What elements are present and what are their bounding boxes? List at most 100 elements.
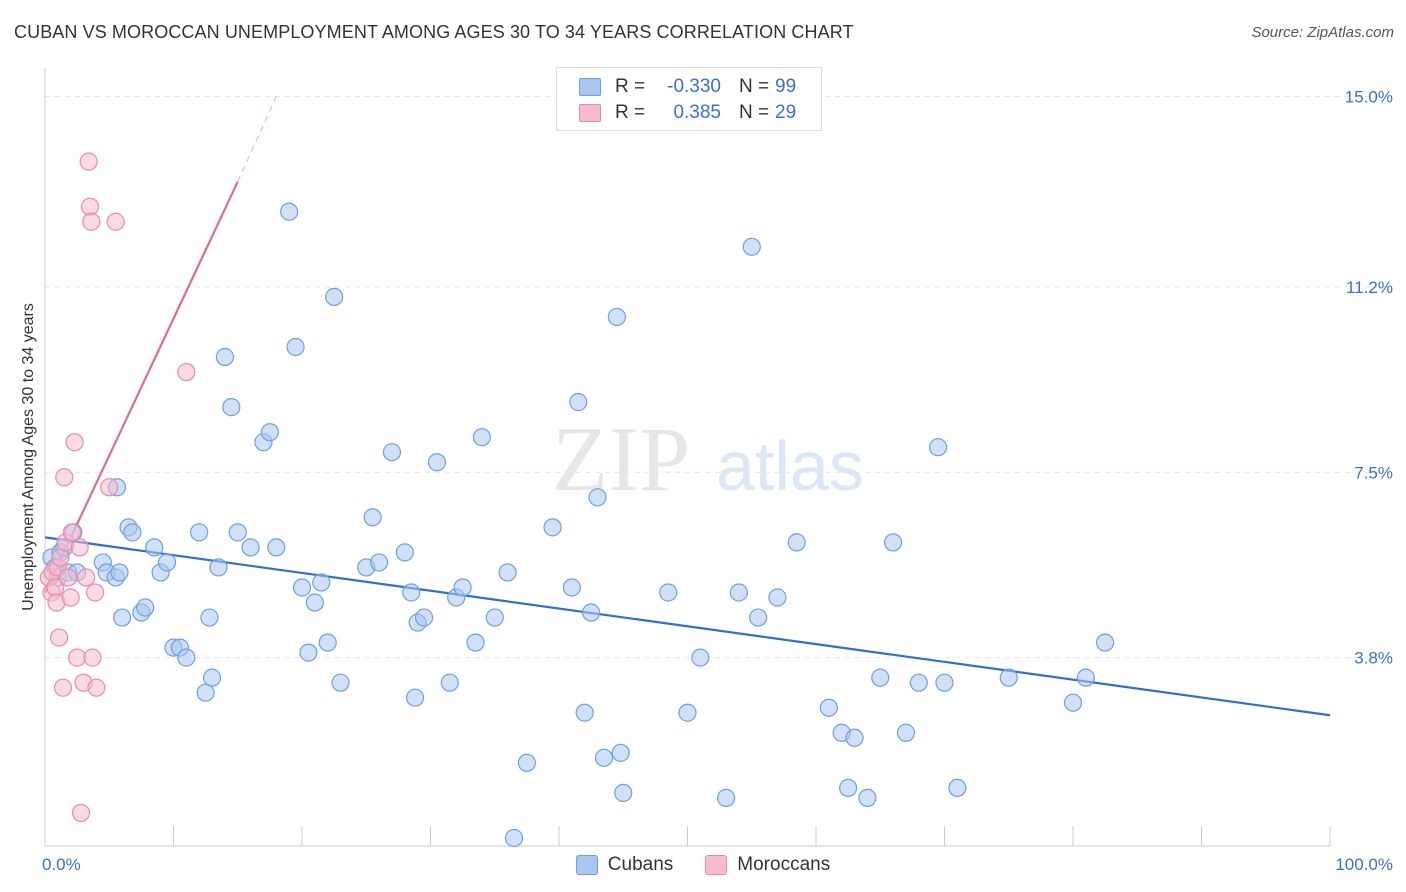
legend-label: Cubans [607, 854, 674, 875]
data-point [928, 438, 948, 457]
data-point [136, 598, 155, 617]
source-credit: Source: ZipAtlas.com [1251, 24, 1394, 41]
data-point [858, 788, 877, 808]
data-point [363, 508, 382, 527]
data-point [382, 443, 402, 462]
y-tick-label: 11.2% [1346, 278, 1393, 297]
trend-lines [44, 96, 1331, 717]
data-point [53, 678, 73, 697]
data-point [999, 668, 1018, 687]
data-point [260, 423, 279, 442]
data-point [716, 788, 736, 808]
n-label: N = [739, 76, 770, 97]
axis-labels: 3.8% 7.5% 11.2% 15.0% 0.0% 100.0% Unemployment… [20, 88, 1393, 875]
data-point [871, 668, 890, 687]
data-point [440, 673, 459, 692]
legend-item-cubans[interactable]: Cubans [575, 854, 674, 876]
data-point [498, 563, 517, 582]
data-point [286, 337, 305, 357]
data-point [659, 583, 678, 602]
n-value: 29 [775, 102, 797, 123]
trend-line-moroccans [44, 181, 239, 593]
data-point [51, 548, 70, 567]
data-point [177, 362, 196, 382]
data-point [883, 533, 903, 552]
moroccans-swatch [579, 104, 601, 122]
data-point [196, 683, 215, 702]
data-point [562, 578, 581, 597]
y-tick-label: 3.8% [1354, 649, 1393, 668]
data-point [569, 393, 588, 412]
data-point [200, 608, 219, 627]
data-points [39, 152, 1115, 848]
data-point [86, 583, 105, 602]
data-point [729, 583, 749, 602]
gridlines [45, 96, 1395, 659]
legend-row-cubans: R = -0.330 N = 99 [579, 74, 796, 100]
data-point [80, 197, 100, 216]
y-tick-label: 15.0% [1345, 88, 1393, 107]
data-point [588, 488, 607, 507]
data-point [100, 478, 119, 497]
legend-label: Moroccans [737, 854, 831, 875]
data-point [1063, 693, 1083, 712]
series-legend: Cubans Moroccans [0, 852, 1406, 878]
data-point [305, 593, 324, 612]
data-point [485, 608, 504, 627]
data-point [594, 748, 614, 767]
data-point [77, 568, 96, 587]
data-point [749, 608, 768, 627]
r-value: 0.385 [673, 102, 721, 123]
data-point [402, 583, 421, 602]
data-point [819, 698, 838, 717]
data-point [678, 703, 697, 722]
legend-item-moroccans[interactable]: Moroccans [705, 854, 830, 876]
watermark-zip: ZIP [552, 408, 690, 510]
data-point [318, 633, 337, 652]
r-value: -0.330 [667, 76, 721, 97]
data-point [267, 538, 286, 557]
r-label: R = [615, 76, 646, 97]
data-point [331, 673, 350, 692]
data-point [202, 668, 222, 687]
data-point [768, 588, 787, 607]
data-point [110, 563, 129, 582]
data-point [896, 723, 916, 742]
data-point [845, 728, 864, 747]
data-point [157, 553, 177, 572]
data-point [504, 828, 524, 848]
data-point [405, 688, 425, 707]
data-point [215, 347, 234, 367]
data-point [292, 578, 312, 597]
data-point [370, 553, 389, 572]
watermark-atlas: atlas [716, 427, 864, 505]
data-point [453, 578, 472, 597]
n-label: N = [739, 102, 770, 123]
data-point [61, 588, 80, 607]
y-tick-label: 7.5% [1354, 463, 1393, 482]
data-point [1096, 633, 1115, 652]
data-point [325, 287, 344, 306]
data-point [112, 608, 132, 627]
y-axis-label: Unemployment Among Ages 30 to 34 years [20, 303, 37, 611]
data-point [839, 778, 858, 797]
data-point [543, 518, 562, 537]
data-point [70, 538, 89, 557]
data-point [582, 603, 601, 622]
data-point [614, 783, 633, 802]
data-point [427, 453, 447, 472]
data-point [209, 558, 228, 577]
series-moroccans-points [39, 152, 196, 823]
data-point [228, 523, 247, 542]
data-point [50, 628, 69, 647]
data-point [312, 573, 331, 592]
data-point [177, 648, 196, 667]
data-point [222, 398, 241, 417]
data-point [145, 538, 164, 557]
trend-line-cubans [44, 536, 1331, 717]
data-point [190, 523, 209, 542]
data-point [414, 608, 434, 627]
data-point [241, 538, 260, 557]
x-tick-label-max: 100.0% [1335, 855, 1393, 874]
